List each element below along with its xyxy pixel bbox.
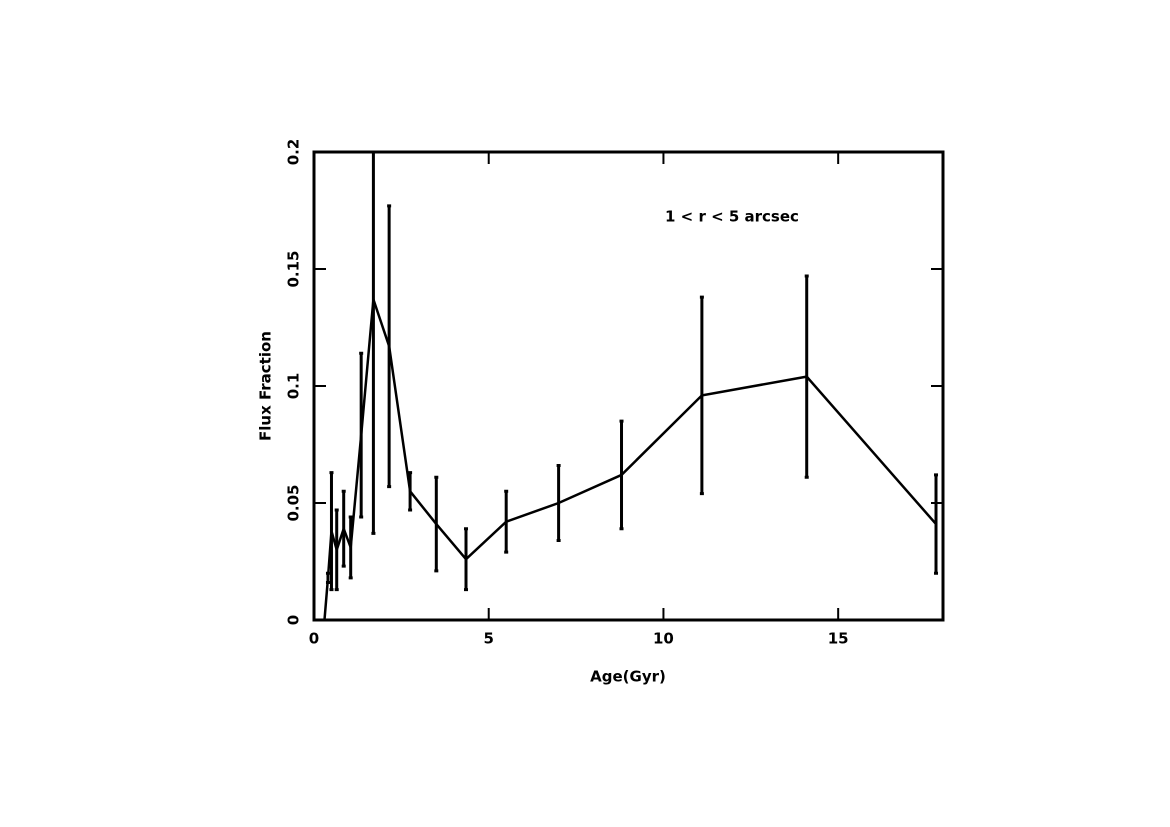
annotation: 1 < r < 5 arcsec (665, 208, 799, 226)
y-tick-label: 0.2 (285, 139, 303, 166)
x-tick-label: 10 (653, 630, 674, 648)
error-bar (804, 274, 809, 479)
error-bar (408, 471, 413, 512)
error-bar (329, 471, 334, 592)
error-bar (348, 515, 353, 580)
error-bar (359, 351, 364, 519)
x-tick-label: 0 (309, 630, 319, 648)
error-bar (556, 464, 561, 542)
x-tick-label: 5 (484, 630, 494, 648)
error-bar (464, 527, 469, 592)
y-tick-label: 0.1 (285, 373, 303, 400)
y-axis-label: Flux Fraction (257, 331, 275, 441)
error-bar (434, 475, 439, 573)
error-bar (325, 571, 330, 585)
error-bar (619, 419, 624, 531)
plot-frame (312, 150, 945, 622)
error-bar (504, 489, 509, 554)
error-bar (387, 204, 392, 489)
data-line (323, 299, 937, 621)
y-tick-label: 0 (285, 615, 303, 625)
error-bar (934, 473, 939, 575)
x-axis-label: Age(Gyr) (590, 668, 666, 686)
error-bar (699, 295, 704, 496)
error-bar (334, 508, 339, 592)
y-tick-label: 0.05 (285, 484, 303, 521)
error-bar (341, 489, 346, 568)
x-tick-label: 15 (828, 630, 849, 648)
error-bar (371, 150, 376, 535)
y-tick-label: 0.15 (285, 250, 303, 287)
